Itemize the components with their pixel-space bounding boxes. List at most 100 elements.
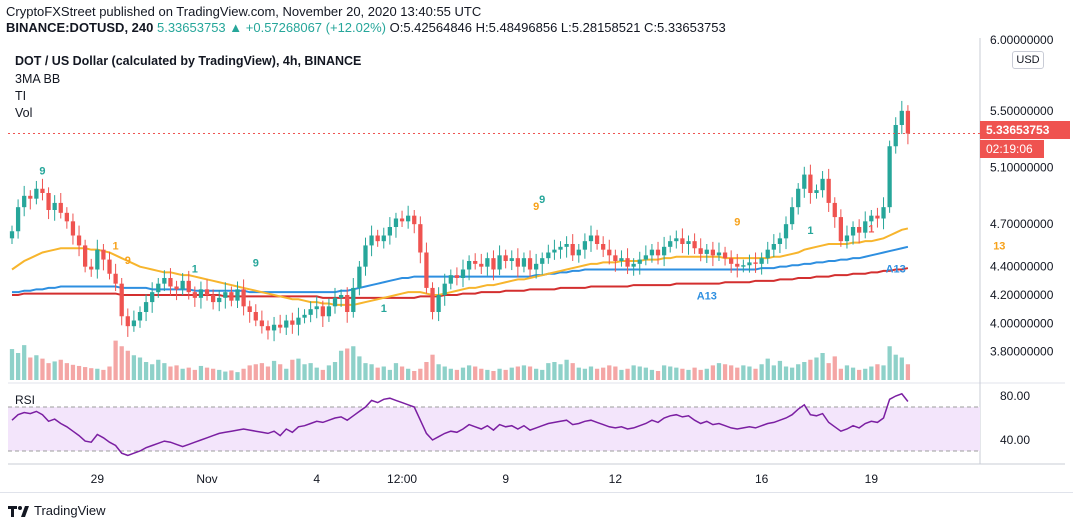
volume-bar: [253, 364, 258, 380]
candle-body: [479, 263, 484, 267]
volume-bar: [570, 363, 575, 380]
indicator-vol[interactable]: Vol: [15, 106, 33, 120]
candle-body: [259, 320, 265, 327]
time-tick-label: 19: [865, 472, 879, 486]
volume-bar: [442, 366, 447, 380]
volume-bar: [40, 358, 45, 380]
candle-body: [899, 110, 904, 125]
volume-bar: [95, 368, 100, 380]
volume-bar: [875, 364, 880, 380]
candle-body: [649, 249, 655, 256]
candle-body: [753, 262, 758, 264]
candle-body: [503, 255, 508, 261]
candle-body: [101, 249, 106, 260]
volume-bar: [515, 366, 520, 380]
volume-bar: [320, 369, 325, 380]
candle-body: [802, 174, 807, 189]
volume-bar: [241, 368, 246, 380]
sequential-count-mark: 1: [807, 225, 813, 237]
rsi-line: [11, 392, 909, 457]
sequential-count-mark: A13: [886, 263, 906, 275]
candle-body: [527, 258, 533, 270]
volume-bar: [70, 364, 76, 380]
candle-body: [741, 265, 746, 267]
volume-bar: [332, 362, 338, 380]
candle-body: [905, 110, 911, 134]
candle-body: [661, 246, 667, 256]
volume-bar: [302, 364, 307, 380]
bar-countdown-tag: 02:19:06: [980, 140, 1044, 158]
footer-divider: [0, 492, 1073, 493]
volume-bar: [857, 369, 862, 380]
candle-body: [869, 215, 874, 222]
volume-bar: [180, 368, 185, 380]
candle-body: [863, 221, 868, 233]
volume-bar: [168, 366, 173, 380]
candle-body: [406, 215, 411, 222]
candle-body: [296, 317, 301, 325]
candle-body: [588, 235, 594, 242]
candle-body: [546, 252, 551, 259]
volume-bar: [637, 366, 642, 380]
volume-bar: [15, 353, 21, 380]
volume-bar: [137, 357, 143, 380]
candle-body: [564, 244, 569, 247]
volume-bar: [308, 363, 313, 380]
candle-body: [643, 255, 648, 260]
symbol-label: BINANCE:DOTUSD, 240: [6, 20, 154, 35]
candle-body: [223, 292, 228, 298]
candle-body: [302, 314, 307, 318]
candle-body: [28, 195, 33, 199]
volume-bar: [399, 366, 405, 380]
candle-body: [820, 178, 825, 191]
candle-body: [582, 241, 588, 250]
candle-body: [674, 238, 679, 242]
volume-bar: [540, 369, 545, 380]
volume-bar: [552, 362, 557, 380]
volume-bar: [631, 365, 636, 380]
candle-body: [668, 241, 673, 247]
candle-body: [119, 283, 124, 317]
rsi-indicator-label[interactable]: RSI: [15, 393, 36, 407]
candle-body: [716, 252, 722, 256]
sequential-count-mark: 13: [993, 241, 1005, 253]
volume-bar: [863, 368, 868, 380]
volume-bar: [89, 368, 94, 380]
volume-bar: [710, 365, 716, 380]
volume-bar: [759, 364, 764, 380]
candle-body: [430, 287, 435, 312]
candle-body: [210, 295, 216, 303]
candle-body: [15, 207, 21, 232]
volume-bar: [229, 370, 234, 380]
indicator-3ma-bb[interactable]: 3MA BB: [15, 72, 61, 86]
candle-body: [58, 202, 63, 213]
candle-body: [83, 245, 88, 267]
sequential-count-mark: 9: [734, 217, 740, 229]
volume-bar: [820, 353, 825, 380]
candle-body: [95, 249, 100, 270]
candle-body: [89, 266, 94, 270]
volume-bar: [278, 364, 283, 380]
currency-badge[interactable]: USD: [1012, 51, 1044, 69]
volume-bar: [217, 369, 222, 380]
volume-bar: [9, 349, 15, 380]
volume-bar: [692, 367, 697, 380]
volume-bar: [101, 369, 106, 380]
candle-body: [253, 312, 258, 321]
candle-body: [887, 146, 892, 208]
volume-bar: [369, 364, 374, 380]
tradingview-brand[interactable]: TradingView: [8, 503, 106, 518]
price-change: 5.33653753 ▲ +0.57268067 (+12.02%): [156, 20, 386, 35]
candle-body: [881, 207, 886, 219]
volume-bar: [844, 365, 850, 380]
candle-body: [838, 217, 843, 242]
candle-body: [363, 245, 368, 267]
volume-bar: [393, 363, 399, 380]
volume-bar: [174, 365, 179, 380]
volume-bar: [485, 369, 490, 380]
candle-body: [247, 306, 252, 312]
indicator-ti[interactable]: TI: [15, 89, 27, 103]
volume-bar: [76, 365, 82, 380]
candle-body: [217, 297, 222, 303]
